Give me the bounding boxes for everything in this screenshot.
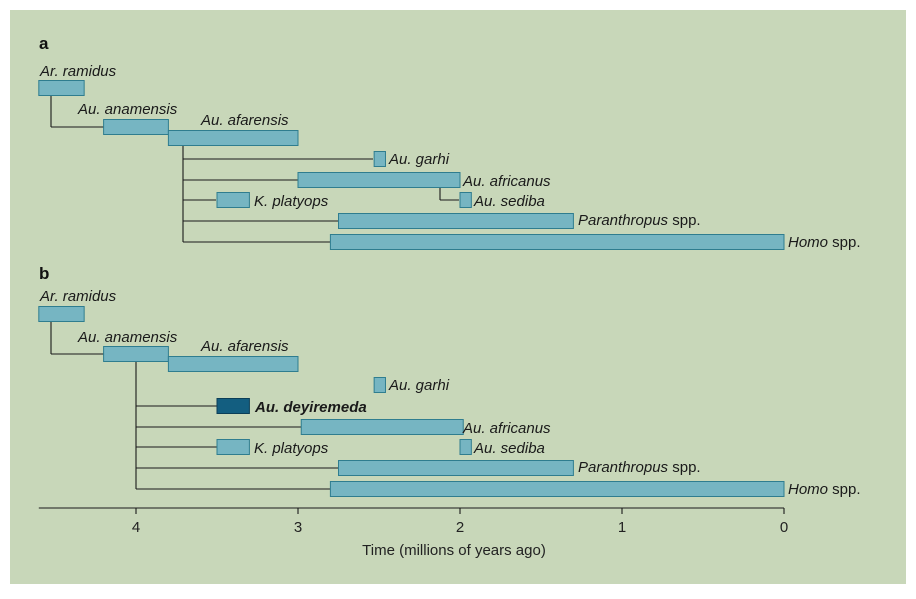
taxon-name: Au. africanus — [462, 173, 551, 190]
taxon-label-au-sediba: Au. sediba — [473, 193, 545, 210]
taxon-suffix: spp. — [828, 481, 861, 498]
range-bar-ar-ramidus — [38, 306, 85, 322]
taxon-name: Au. afarensis — [200, 112, 289, 129]
taxon-label-k-platyops: K. platyops — [254, 440, 329, 457]
taxon-label-k-platyops: K. platyops — [254, 193, 329, 210]
taxon-name: K. platyops — [254, 193, 329, 210]
taxon-name: Au. garhi — [388, 377, 450, 394]
taxon-name: Paranthropus — [578, 212, 669, 229]
taxon-suffix: spp. — [828, 234, 861, 251]
range-bar-au-anamensis — [103, 346, 169, 362]
taxon-label-ar-ramidus: Ar. ramidus — [39, 288, 117, 305]
range-bar-au-deyiremeda — [216, 398, 250, 414]
x-tick-label: 0 — [780, 519, 788, 536]
range-bar-k-platyops — [216, 192, 250, 208]
taxon-label-homo: Homo spp. — [788, 234, 861, 251]
taxon-name: Au. garhi — [388, 151, 450, 168]
x-tick-label: 1 — [618, 519, 626, 536]
x-axis-title: Time (millions of years ago) — [362, 542, 546, 559]
taxon-label-au-afarensis: Au. afarensis — [200, 112, 289, 129]
taxon-label-ar-ramidus: Ar. ramidus — [39, 63, 117, 80]
range-bar-paranthropus — [338, 213, 574, 229]
range-bar-k-platyops — [216, 439, 250, 455]
taxon-name: Au. deyiremeda — [254, 399, 367, 416]
range-bar-au-garhi — [373, 377, 386, 393]
taxon-label-au-anamensis: Au. anamensis — [77, 329, 178, 346]
range-bar-au-africanus — [300, 419, 464, 435]
taxon-label-au-sediba: Au. sediba — [473, 440, 545, 457]
taxon-label-au-africanus: Au. africanus — [462, 420, 551, 437]
taxon-label-au-deyiremeda: Au. deyiremeda — [254, 399, 367, 416]
taxon-label-paranthropus: Paranthropus spp. — [578, 459, 701, 476]
taxon-label-au-africanus: Au. africanus — [462, 173, 551, 190]
panel-a: a Ar. ramidus Au. anamensis Au. afarensis Au… — [38, 34, 861, 251]
taxon-name: Au. sediba — [473, 440, 545, 457]
taxon-name: Homo — [788, 234, 828, 251]
taxon-name: Au. sediba — [473, 193, 545, 210]
taxon-name: Paranthropus — [578, 459, 669, 476]
taxon-name: Au. afarensis — [200, 338, 289, 355]
range-bar-homo — [329, 234, 785, 250]
taxon-name: Homo — [788, 481, 828, 498]
taxon-name: Ar. ramidus — [39, 63, 117, 80]
range-bar-au-afarensis — [167, 130, 299, 146]
taxon-suffix: spp. — [668, 459, 701, 476]
taxon-label-paranthropus: Paranthropus spp. — [578, 212, 701, 229]
range-bar-au-sediba — [459, 439, 472, 455]
x-tick-label: 4 — [132, 519, 140, 536]
panel-b: b Ar. ramidus Au. anamensis Au. afarensis Au… — [38, 264, 861, 498]
panel-letter-b: b — [39, 264, 49, 283]
x-tick-label: 2 — [456, 519, 464, 536]
range-bar-au-sediba — [459, 192, 472, 208]
range-bar-au-anamensis — [103, 119, 169, 135]
taxon-label-au-garhi: Au. garhi — [388, 151, 450, 168]
taxon-suffix: spp. — [668, 212, 701, 229]
taxon-name: Au. anamensis — [77, 101, 178, 118]
taxon-label-au-garhi: Au. garhi — [388, 377, 450, 394]
range-bar-paranthropus — [338, 460, 574, 476]
x-tick-label: 3 — [294, 519, 302, 536]
taxon-name: Ar. ramidus — [39, 288, 117, 305]
range-bar-au-garhi — [373, 151, 386, 167]
taxon-name: Au. anamensis — [77, 329, 178, 346]
taxon-label-homo: Homo spp. — [788, 481, 861, 498]
figure-background — [10, 10, 906, 584]
taxon-name: Au. africanus — [462, 420, 551, 437]
range-bar-au-africanus — [297, 172, 461, 188]
range-bar-homo — [329, 481, 785, 497]
taxon-label-au-afarensis: Au. afarensis — [200, 338, 289, 355]
panel-letter-a: a — [39, 34, 49, 53]
taxon-name: K. platyops — [254, 440, 329, 457]
range-bar-ar-ramidus — [38, 80, 85, 96]
taxon-label-au-anamensis: Au. anamensis — [77, 101, 178, 118]
range-bar-au-afarensis — [167, 356, 299, 372]
